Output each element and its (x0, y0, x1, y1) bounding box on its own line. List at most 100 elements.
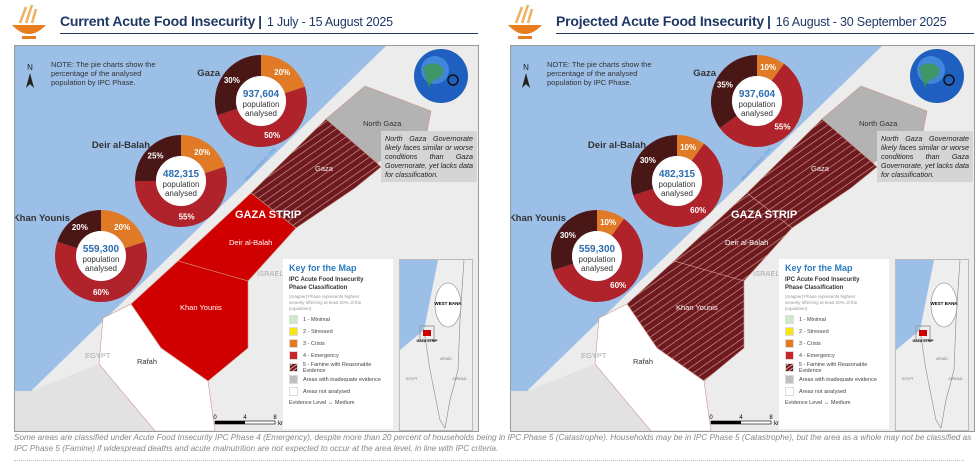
pie-caption: analysed (85, 264, 117, 273)
pie-caption: analysed (245, 109, 277, 118)
svg-text:km: km (278, 421, 286, 427)
key-label: Areas with inadequate evidence (799, 376, 877, 383)
pie-percent-label: 55% (179, 213, 195, 222)
pie-population: 559,300 (83, 244, 120, 255)
pie-percent-label: 30% (224, 76, 240, 85)
key-swatch (785, 363, 794, 372)
pie-population: 559,300 (579, 244, 616, 255)
svg-text:ISRAEL: ISRAEL (440, 357, 453, 361)
pie-slice-phase4 (135, 166, 228, 228)
pie-slice-phase3 (597, 210, 625, 236)
pie-population: 482,315 (659, 169, 696, 180)
divider (14, 460, 964, 461)
globe-icon (414, 49, 468, 103)
pie-note: NOTE: The pie charts show the percentage… (547, 60, 652, 87)
pie-percent-label: 60% (610, 281, 626, 290)
svg-text:km: km (774, 421, 782, 427)
pie-caption: analysed (741, 109, 773, 118)
key-title: Key for the Map (785, 263, 853, 273)
title-underline (60, 33, 478, 34)
north-arrow-icon: N (522, 63, 530, 88)
key-swatch (785, 327, 794, 336)
svg-text:N: N (27, 63, 33, 72)
north-gaza-callout: North Gaza Governorate likely faces simi… (877, 131, 973, 182)
label-deir: Deir al-Balah (229, 238, 272, 247)
period-date: 16 August - 30 September 2025 (775, 15, 947, 29)
key-swatch (289, 339, 298, 348)
pie-slice-phase3 (261, 55, 305, 94)
key-item: 4 - Emergency (785, 351, 889, 360)
key-item: Areas not analysed (785, 387, 889, 396)
pie-percent-label: 50% (264, 131, 280, 140)
label-gaza: Gaza (315, 164, 334, 173)
svg-text:ISRAEL: ISRAEL (936, 357, 949, 361)
svg-text:JORDAN: JORDAN (948, 377, 963, 381)
svg-text:8: 8 (769, 415, 773, 421)
key-item: 4 - Emergency (289, 351, 393, 360)
label-israel: ISRAEL (257, 269, 284, 278)
key-subtitle: IPC Acute Food Insecurity Phase Classific… (289, 277, 364, 291)
svg-text:GAZA STRIP: GAZA STRIP (912, 339, 934, 343)
north-arrow-icon: N (26, 63, 34, 88)
area-rafah[interactable] (98, 303, 216, 431)
key-swatch (289, 363, 298, 372)
label-gaza-strip: GAZA STRIP (235, 209, 301, 221)
label-gaza-strip: GAZA STRIP (731, 209, 797, 221)
egypt-land (15, 364, 155, 431)
key-label: 5 - Famine with Reasonable Evidence (302, 361, 372, 374)
pie-percent-label: 20% (274, 68, 290, 77)
label-gaza: Gaza (811, 164, 830, 173)
key-item: 1 - Minimal (289, 315, 393, 324)
pie-center (156, 156, 206, 206)
map-key: Key for the Map IPC Acute Food Insecurit… (283, 259, 393, 429)
period-date: 1 July - 15 August 2025 (266, 15, 393, 29)
pie-percent-label: 20% (194, 148, 210, 157)
title-separator: | (258, 13, 262, 29)
pie-caption: population (83, 255, 120, 264)
inset-locator-map: WEST BANK GAZA STRIP ISRAEL EGYPT JORDAN (895, 259, 969, 431)
pie-slice-phase5 (135, 135, 181, 181)
svg-text:EGYPT: EGYPT (406, 377, 419, 381)
label-rafah: Rafah (633, 357, 653, 366)
pie-slice-phase3 (677, 135, 705, 161)
pie-center (732, 76, 782, 126)
label-north-gaza: North Gaza (859, 119, 898, 128)
key-title: Key for the Map (289, 263, 357, 273)
label-egypt: EGYPT (581, 351, 607, 360)
key-swatch (785, 351, 794, 360)
label-khan-younis: Khan Younis (180, 303, 222, 312)
pie-center (76, 231, 126, 281)
key-item: 1 - Minimal (785, 315, 889, 324)
pie-caption: population (739, 100, 776, 109)
svg-text:WEST BANK: WEST BANK (930, 301, 958, 306)
pie-slice-phase3 (101, 210, 145, 249)
scale-bar: 0 4 8 km (213, 415, 286, 427)
label-israel: ISRAEL (753, 269, 780, 278)
key-swatch (289, 351, 298, 360)
key-label: Areas not analysed (303, 388, 351, 395)
key-label: Areas with inadequate evidence (303, 376, 381, 383)
globe-icon (910, 49, 964, 103)
current-panel: Current Acute Food Insecurity | 1 July - 1… (0, 0, 482, 432)
area-rafah[interactable] (594, 303, 712, 431)
evidence-level: Evidence Level ↔ Medium (289, 400, 355, 406)
pie-caption: analysed (661, 189, 693, 198)
pie-caption: population (243, 100, 280, 109)
svg-text:N: N (523, 63, 529, 72)
panel-title: Projected Acute Food Insecurity | 16 Augus… (556, 12, 947, 31)
inset-locator-map: WEST BANK GAZA STRIP ISRAEL EGYPT JORDAN (399, 259, 473, 431)
key-item: Areas with inadequate evidence (785, 375, 889, 384)
bowl-logo-icon (12, 4, 46, 39)
key-item: 2 - Stressed (289, 327, 393, 336)
label-north-gaza: North Gaza (363, 119, 402, 128)
map-key: Key for the Map IPC Acute Food Insecurit… (779, 259, 889, 429)
pie-slice-phase5 (551, 210, 597, 271)
title-underline (556, 33, 974, 34)
pie-percent-label: 20% (114, 223, 130, 232)
key-label: Areas not analysed (799, 388, 847, 395)
pie-percent-label: 10% (680, 143, 696, 152)
title-text: Current Acute Food Insecurity (60, 13, 256, 29)
svg-text:EGYPT: EGYPT (902, 377, 915, 381)
key-label: 2 - Stressed (303, 328, 333, 335)
pie-center (236, 76, 286, 126)
